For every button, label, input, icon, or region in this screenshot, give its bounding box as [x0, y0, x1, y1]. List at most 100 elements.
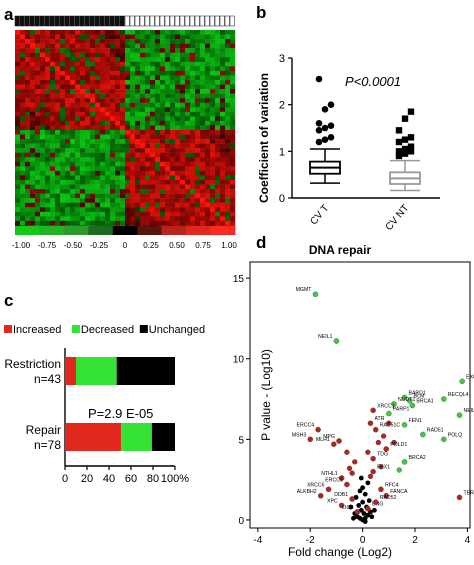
d-point: [456, 412, 463, 418]
strip-cell: [74, 15, 80, 27]
heatmap-cell: [165, 89, 171, 94]
heatmap-cell: [175, 120, 181, 126]
heatmap-cell: [110, 120, 116, 126]
heatmap-cell: [180, 34, 186, 40]
heatmap-cell: [165, 202, 171, 208]
heatmap-cell: [210, 143, 216, 149]
heatmap-cell: [20, 134, 26, 140]
heatmap-cell: [55, 75, 61, 81]
heatmap-cell: [150, 157, 156, 163]
heatmap-cell: [85, 66, 91, 72]
heatmap-cell: [195, 193, 201, 199]
heatmap-cell: [120, 39, 126, 44]
heatmap-cell: [25, 43, 31, 49]
heatmap-cell: [190, 143, 196, 149]
heatmap-cell: [135, 75, 141, 81]
heatmap-cell: [140, 39, 146, 44]
heatmap-cell: [175, 102, 181, 108]
heatmap-cell: [160, 130, 166, 135]
heatmap-cell: [20, 161, 26, 167]
heatmap-cell: [145, 202, 151, 208]
heatmap-cell: [225, 61, 231, 67]
heatmap-cell: [40, 130, 46, 135]
b-outlier-point: [327, 101, 335, 108]
heatmap-cell: [225, 152, 231, 158]
heatmap-cell: [210, 161, 216, 167]
heatmap-cell: [170, 184, 176, 190]
heatmap-cell: [55, 52, 61, 58]
heatmap-cell: [30, 102, 36, 108]
heatmap-cell: [15, 43, 21, 49]
heatmap-cell: [195, 152, 201, 158]
heatmap-cell: [110, 75, 116, 81]
heatmap-cell: [160, 107, 166, 113]
heatmap-cell: [180, 43, 186, 49]
heatmap-cell: [125, 202, 131, 208]
scale-segment: [186, 226, 211, 235]
d-point-ns: [360, 485, 366, 491]
heatmap-cell: [50, 98, 56, 103]
heatmap-cell: [45, 216, 51, 222]
heatmap-cell: [55, 139, 61, 144]
heatmap-cell: [185, 102, 191, 108]
heatmap-cell: [155, 180, 161, 185]
heatmap-cell: [80, 216, 86, 222]
heatmap-cell: [100, 48, 106, 53]
c-legend-label: Increased: [13, 324, 61, 336]
heatmap-cell: [85, 89, 91, 94]
d-point-label: BRCA1: [416, 398, 433, 404]
heatmap-cell: [120, 80, 126, 85]
heatmap-cell: [230, 120, 236, 126]
heatmap-cell: [150, 198, 156, 203]
heatmap-cell: [95, 66, 101, 72]
heatmap-cell: [150, 43, 156, 49]
heatmap-cell: [15, 30, 21, 35]
heatmap-cell: [75, 66, 81, 72]
heatmap-cell: [130, 170, 136, 176]
heatmap-cell: [220, 102, 226, 108]
heatmap-cell: [50, 161, 56, 167]
heatmap-cell: [135, 198, 141, 203]
heatmap-cell: [155, 70, 161, 76]
heatmap-cell: [170, 198, 176, 203]
heatmap-cell: [180, 70, 186, 76]
heatmap-cell: [65, 211, 71, 217]
heatmap-cell: [95, 207, 101, 213]
heatmap-cell: [200, 152, 206, 158]
heatmap-cell: [75, 216, 81, 222]
heatmap-cell: [150, 70, 156, 76]
heatmap-cell: [80, 175, 86, 181]
strip-cell: [59, 15, 65, 27]
heatmap-cell: [200, 52, 206, 58]
heatmap-cell: [195, 148, 201, 153]
heatmap-cell: [75, 39, 81, 44]
heatmap-cell: [80, 116, 86, 122]
heatmap-cell: [40, 134, 46, 140]
heatmap-cell: [230, 193, 236, 199]
heatmap-cell: [30, 193, 36, 199]
heatmap-cell: [215, 43, 221, 49]
heatmap-cell: [165, 61, 171, 67]
heatmap-cell: [210, 93, 216, 99]
heatmap-cell: [230, 89, 236, 94]
heatmap-cell: [225, 57, 231, 63]
heatmap-cell: [155, 134, 161, 140]
heatmap-cell: [30, 98, 36, 103]
heatmap-cell: [105, 80, 111, 85]
strip-cell: [219, 15, 225, 27]
heatmap-cell: [230, 39, 236, 44]
heatmap-cell: [55, 98, 61, 103]
d-point-label: NEIL3: [464, 408, 474, 414]
heatmap-cell: [115, 216, 121, 222]
heatmap-cell: [20, 102, 26, 108]
heatmap-cell: [50, 120, 56, 126]
heatmap-cell: [105, 139, 111, 144]
heatmap-cell: [145, 34, 151, 40]
heatmap-cell: [140, 111, 146, 117]
heatmap-cell: [215, 34, 221, 40]
heatmap-cell: [25, 48, 31, 53]
heatmap-cell: [95, 30, 101, 35]
d-point-label: TDG: [377, 452, 388, 458]
d-point: [365, 449, 371, 455]
heatmap-cell: [170, 134, 176, 140]
